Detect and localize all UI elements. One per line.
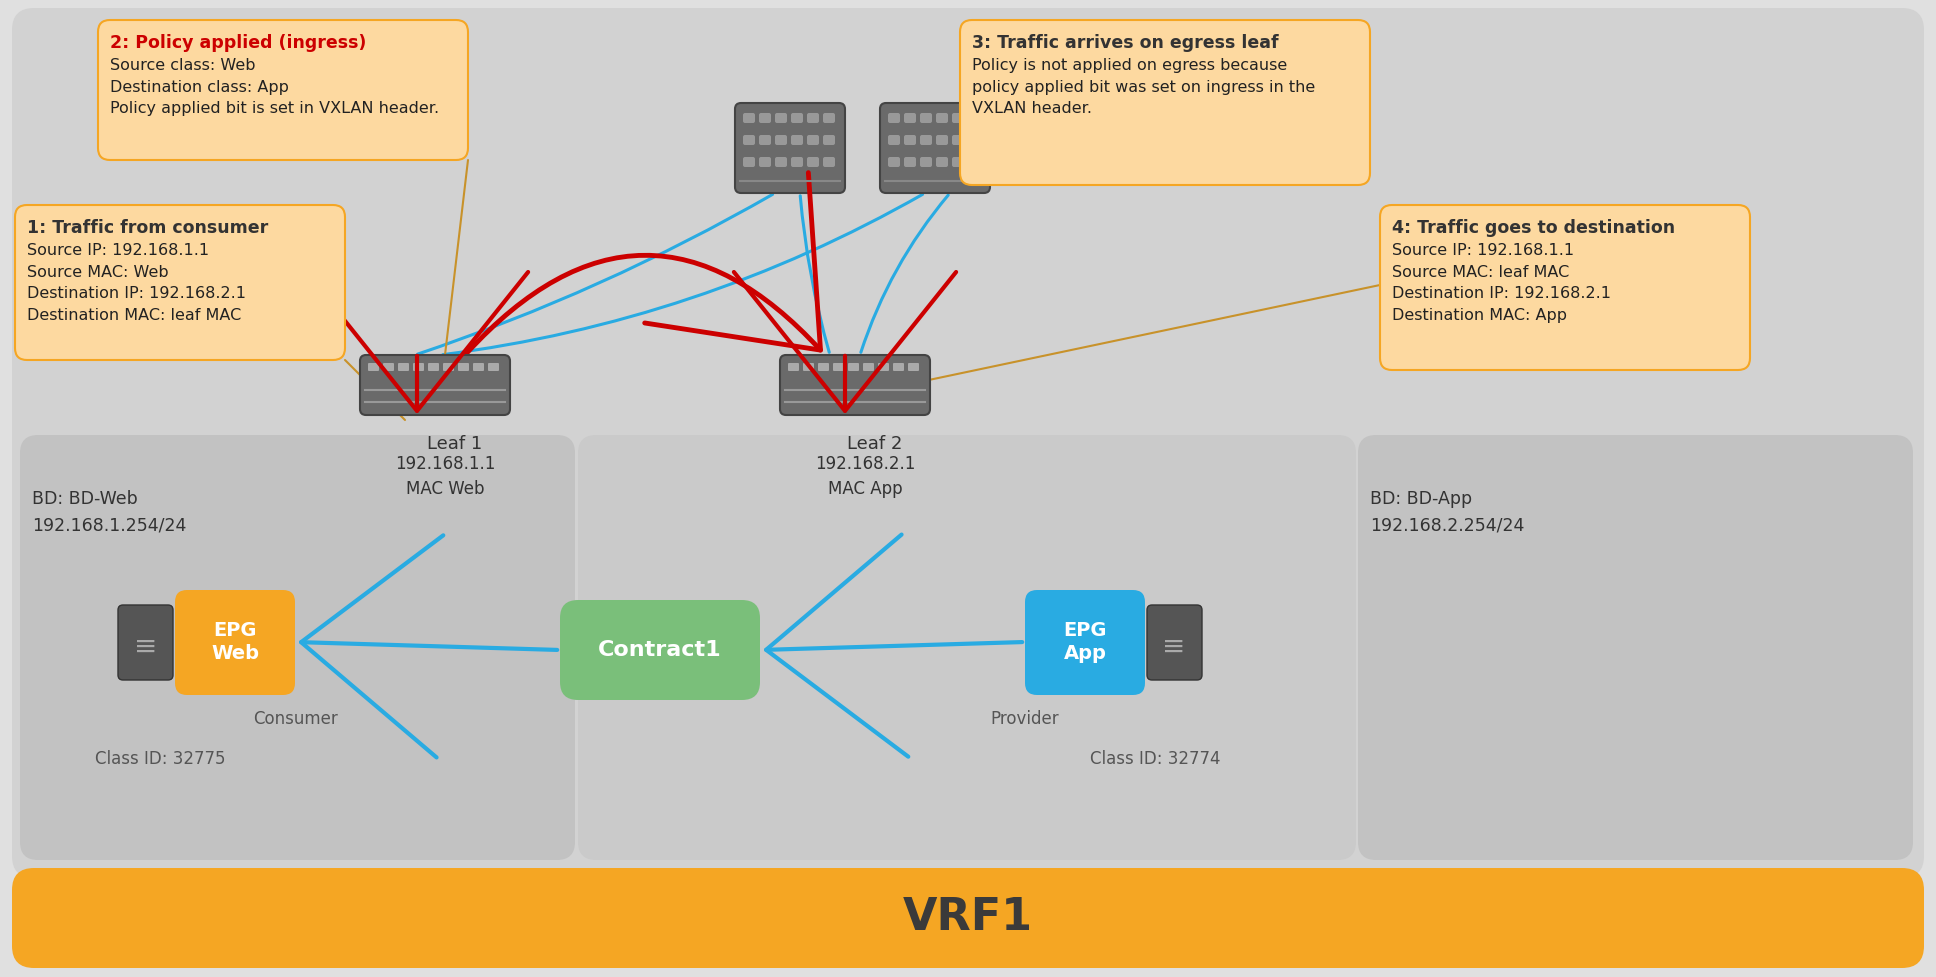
- Text: 192.168.1.1
MAC Web: 192.168.1.1 MAC Web: [395, 455, 496, 498]
- FancyBboxPatch shape: [953, 113, 964, 123]
- FancyBboxPatch shape: [1024, 590, 1144, 695]
- FancyBboxPatch shape: [935, 157, 949, 167]
- FancyBboxPatch shape: [788, 363, 800, 371]
- FancyBboxPatch shape: [863, 363, 873, 371]
- FancyBboxPatch shape: [743, 157, 755, 167]
- FancyBboxPatch shape: [792, 157, 803, 167]
- Text: Leaf 2: Leaf 2: [848, 435, 902, 453]
- FancyBboxPatch shape: [1380, 205, 1750, 370]
- FancyBboxPatch shape: [807, 135, 819, 145]
- FancyBboxPatch shape: [412, 363, 424, 371]
- FancyBboxPatch shape: [15, 205, 345, 360]
- FancyBboxPatch shape: [935, 135, 949, 145]
- FancyBboxPatch shape: [743, 135, 755, 145]
- Text: Policy is not applied on egress because
policy applied bit was set on ingress in: Policy is not applied on egress because …: [972, 58, 1315, 116]
- FancyBboxPatch shape: [780, 355, 929, 415]
- Text: 4: Traffic goes to destination: 4: Traffic goes to destination: [1392, 219, 1675, 237]
- FancyBboxPatch shape: [920, 157, 931, 167]
- Text: Class ID: 32774: Class ID: 32774: [1090, 750, 1220, 768]
- FancyBboxPatch shape: [399, 363, 408, 371]
- FancyBboxPatch shape: [953, 135, 964, 145]
- Text: Source IP: 192.168.1.1
Source MAC: leaf MAC
Destination IP: 192.168.2.1
Destinat: Source IP: 192.168.1.1 Source MAC: leaf …: [1392, 243, 1611, 322]
- FancyBboxPatch shape: [807, 157, 819, 167]
- Text: ≡: ≡: [134, 633, 157, 661]
- FancyBboxPatch shape: [759, 113, 771, 123]
- FancyBboxPatch shape: [935, 113, 949, 123]
- FancyBboxPatch shape: [792, 113, 803, 123]
- FancyBboxPatch shape: [774, 113, 788, 123]
- FancyBboxPatch shape: [759, 157, 771, 167]
- FancyBboxPatch shape: [736, 103, 844, 193]
- FancyBboxPatch shape: [19, 435, 575, 860]
- FancyBboxPatch shape: [792, 135, 803, 145]
- FancyBboxPatch shape: [12, 868, 1924, 968]
- FancyBboxPatch shape: [1357, 435, 1913, 860]
- Text: Leaf 1: Leaf 1: [428, 435, 482, 453]
- FancyBboxPatch shape: [174, 590, 294, 695]
- FancyBboxPatch shape: [443, 363, 455, 371]
- Text: Source class: Web
Destination class: App
Policy applied bit is set in VXLAN head: Source class: Web Destination class: App…: [110, 58, 439, 116]
- FancyBboxPatch shape: [832, 363, 844, 371]
- Text: 192.168.2.1
MAC App: 192.168.2.1 MAC App: [815, 455, 916, 498]
- FancyBboxPatch shape: [823, 157, 834, 167]
- Text: VRF1: VRF1: [902, 897, 1034, 940]
- FancyBboxPatch shape: [889, 157, 900, 167]
- FancyBboxPatch shape: [960, 20, 1371, 185]
- FancyBboxPatch shape: [743, 113, 755, 123]
- FancyBboxPatch shape: [360, 355, 509, 415]
- Text: Contract1: Contract1: [598, 640, 722, 660]
- FancyBboxPatch shape: [759, 135, 771, 145]
- FancyBboxPatch shape: [579, 435, 1355, 860]
- Text: EPG
Web: EPG Web: [211, 620, 259, 663]
- FancyBboxPatch shape: [881, 103, 989, 193]
- FancyBboxPatch shape: [428, 363, 439, 371]
- Text: Source IP: 192.168.1.1
Source MAC: Web
Destination IP: 192.168.2.1
Destination M: Source IP: 192.168.1.1 Source MAC: Web D…: [27, 243, 246, 322]
- FancyBboxPatch shape: [368, 363, 379, 371]
- FancyBboxPatch shape: [920, 135, 931, 145]
- FancyBboxPatch shape: [560, 600, 761, 700]
- FancyBboxPatch shape: [118, 605, 172, 680]
- FancyBboxPatch shape: [908, 363, 920, 371]
- FancyBboxPatch shape: [774, 135, 788, 145]
- FancyBboxPatch shape: [889, 113, 900, 123]
- FancyBboxPatch shape: [968, 113, 980, 123]
- FancyBboxPatch shape: [12, 8, 1924, 878]
- FancyBboxPatch shape: [774, 157, 788, 167]
- FancyBboxPatch shape: [904, 157, 916, 167]
- Text: EPG
App: EPG App: [1063, 620, 1107, 663]
- Text: BD: BD-Web
192.168.1.254/24: BD: BD-Web 192.168.1.254/24: [33, 490, 186, 534]
- FancyBboxPatch shape: [953, 157, 964, 167]
- Text: 1: Traffic from consumer: 1: Traffic from consumer: [27, 219, 269, 237]
- FancyBboxPatch shape: [920, 113, 931, 123]
- Text: 2: Policy applied (ingress): 2: Policy applied (ingress): [110, 34, 366, 52]
- Text: ≡: ≡: [1162, 633, 1185, 661]
- FancyBboxPatch shape: [968, 157, 980, 167]
- FancyBboxPatch shape: [889, 135, 900, 145]
- Text: 3: Traffic arrives on egress leaf: 3: Traffic arrives on egress leaf: [972, 34, 1278, 52]
- Text: Class ID: 32775: Class ID: 32775: [95, 750, 225, 768]
- FancyBboxPatch shape: [472, 363, 484, 371]
- FancyBboxPatch shape: [904, 113, 916, 123]
- FancyBboxPatch shape: [99, 20, 469, 160]
- FancyBboxPatch shape: [819, 363, 829, 371]
- FancyBboxPatch shape: [823, 135, 834, 145]
- Text: Consumer: Consumer: [252, 710, 337, 728]
- FancyBboxPatch shape: [383, 363, 395, 371]
- FancyBboxPatch shape: [488, 363, 499, 371]
- FancyBboxPatch shape: [848, 363, 860, 371]
- FancyBboxPatch shape: [968, 135, 980, 145]
- FancyBboxPatch shape: [807, 113, 819, 123]
- FancyBboxPatch shape: [459, 363, 469, 371]
- FancyBboxPatch shape: [904, 135, 916, 145]
- Text: BD: BD-App
192.168.2.254/24: BD: BD-App 192.168.2.254/24: [1371, 490, 1524, 534]
- FancyBboxPatch shape: [1146, 605, 1202, 680]
- Text: Provider: Provider: [991, 710, 1059, 728]
- FancyBboxPatch shape: [892, 363, 904, 371]
- FancyBboxPatch shape: [879, 363, 889, 371]
- FancyBboxPatch shape: [823, 113, 834, 123]
- FancyBboxPatch shape: [803, 363, 813, 371]
